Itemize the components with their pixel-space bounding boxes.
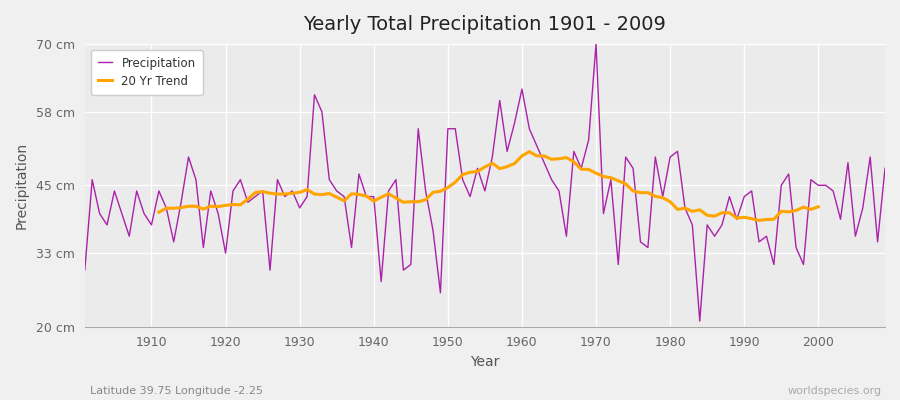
20 Yr Trend	[354, 192, 364, 197]
Precipitation	[517, 87, 527, 92]
20 Yr Trend	[753, 218, 764, 223]
20 Yr Trend	[724, 210, 734, 215]
Precipitation	[79, 268, 90, 272]
20 Yr Trend	[798, 205, 809, 210]
Title: Yearly Total Precipitation 1901 - 2009: Yearly Total Precipitation 1901 - 2009	[303, 15, 666, 34]
Precipitation	[590, 42, 601, 46]
20 Yr Trend	[813, 204, 824, 209]
20 Yr Trend	[524, 149, 535, 154]
20 Yr Trend	[709, 214, 720, 218]
Precipitation	[613, 262, 624, 267]
X-axis label: Year: Year	[470, 355, 500, 369]
Precipitation	[139, 211, 149, 216]
Precipitation	[879, 166, 890, 171]
Y-axis label: Precipitation: Precipitation	[15, 142, 29, 229]
Text: worldspecies.org: worldspecies.org	[788, 386, 882, 396]
Precipitation	[346, 245, 357, 250]
20 Yr Trend	[242, 197, 253, 202]
20 Yr Trend	[620, 182, 631, 186]
Precipitation	[302, 194, 312, 199]
20 Yr Trend	[154, 210, 165, 214]
Precipitation	[695, 319, 706, 324]
Precipitation	[509, 121, 520, 126]
Line: 20 Yr Trend: 20 Yr Trend	[159, 152, 818, 220]
Text: Latitude 39.75 Longitude -2.25: Latitude 39.75 Longitude -2.25	[90, 386, 263, 396]
Legend: Precipitation, 20 Yr Trend: Precipitation, 20 Yr Trend	[91, 50, 202, 95]
Line: Precipitation: Precipitation	[85, 44, 885, 321]
